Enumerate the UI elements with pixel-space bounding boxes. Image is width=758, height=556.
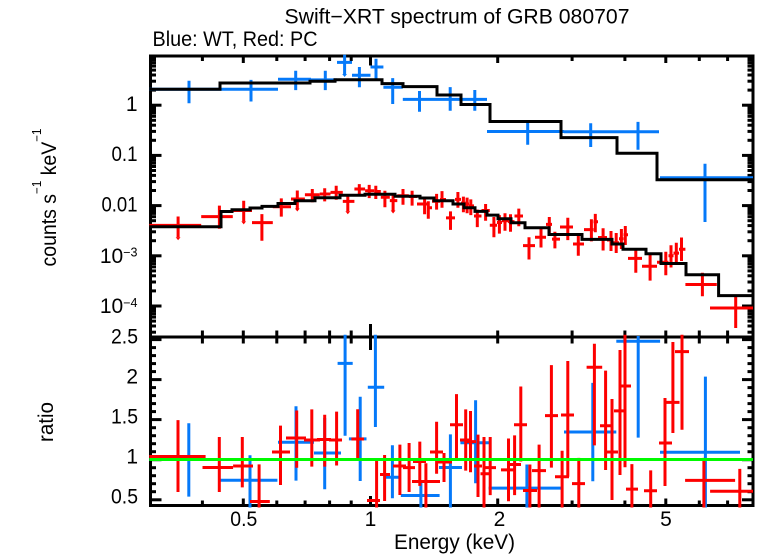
svg-text:1: 1 — [126, 446, 138, 469]
svg-text:0.01: 0.01 — [102, 193, 138, 216]
svg-text:2.5: 2.5 — [111, 325, 138, 348]
svg-text:Swift−XRT spectrum of GRB 0807: Swift−XRT spectrum of GRB 080707 — [285, 6, 630, 29]
svg-text:1.5: 1.5 — [111, 406, 138, 429]
svg-text:2: 2 — [494, 508, 506, 531]
svg-text:2: 2 — [126, 366, 138, 389]
svg-text:Energy (keV): Energy (keV) — [394, 531, 515, 554]
svg-text:1: 1 — [126, 93, 138, 116]
svg-text:1: 1 — [365, 508, 377, 531]
svg-text:0.1: 0.1 — [112, 143, 138, 166]
svg-text:0.5: 0.5 — [230, 508, 257, 531]
svg-text:5: 5 — [660, 508, 672, 531]
svg-text:0.5: 0.5 — [111, 486, 138, 509]
svg-text:ratio: ratio — [35, 402, 58, 442]
svg-text:Blue: WT, Red: PC: Blue: WT, Red: PC — [153, 28, 318, 51]
